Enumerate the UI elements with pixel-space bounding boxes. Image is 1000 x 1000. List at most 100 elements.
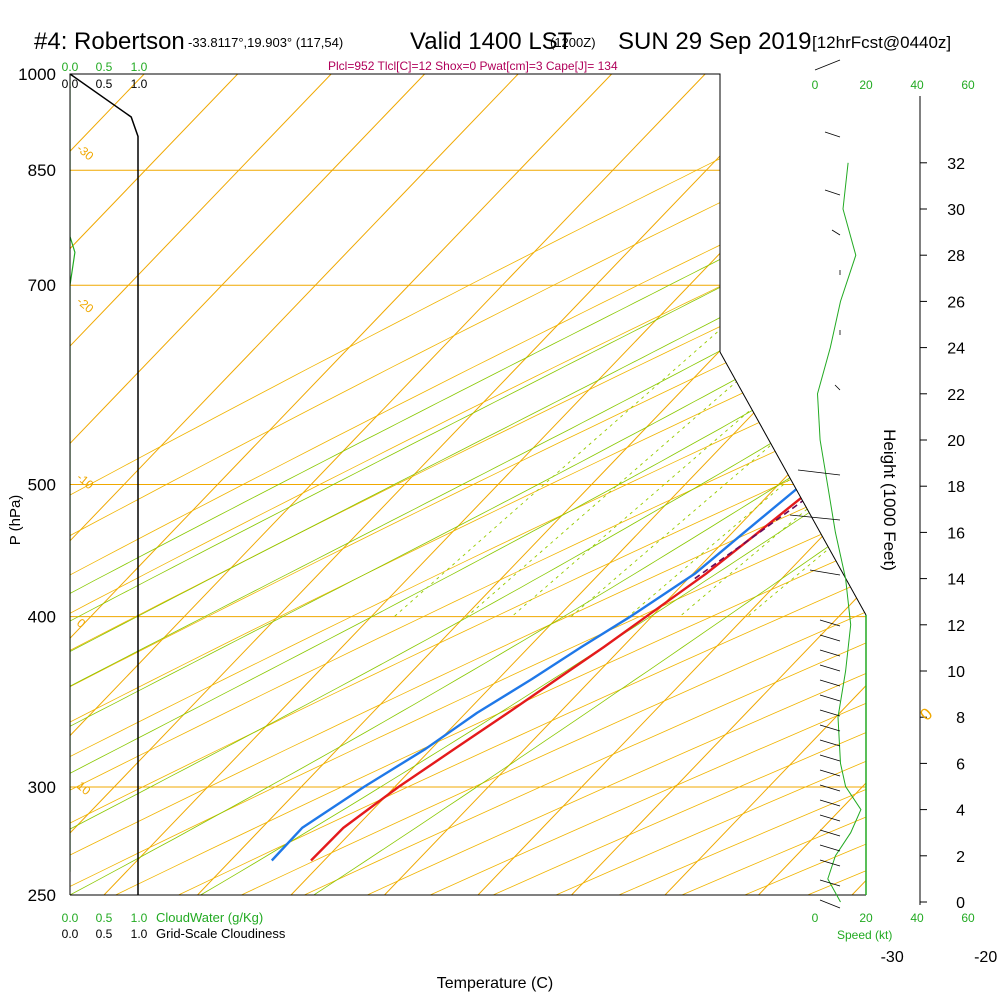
height-tick-label: 26	[947, 294, 965, 311]
cloudiness-tick-bottom: 0.5	[96, 927, 113, 941]
plot-frame-left-top	[69, 73, 721, 895]
height-tick-label: 14	[947, 572, 965, 589]
wind-barb	[819, 814, 841, 822]
isotherm-line	[70, 74, 519, 895]
thermo-grid	[70, 74, 866, 895]
dry-adiabat	[241, 74, 866, 895]
stability-parameters: Plcl=952 Tlcl[C]=12 Shox=0 Pwat[cm]=3 Ca…	[328, 59, 618, 73]
cloud-water-tick-top: 0.5	[96, 60, 113, 74]
cloudiness-tick-top: 1.0	[131, 77, 148, 91]
wind-speed-profile	[816, 162, 862, 903]
moist-adiabat	[313, 74, 866, 895]
moist-adiabat	[70, 74, 866, 895]
forecast-date: SUN 29 Sep 2019	[618, 28, 812, 55]
valid-time: Valid 1400 LST	[410, 28, 573, 55]
cloudiness-axis-name: Grid-Scale Cloudiness	[156, 926, 286, 941]
pressure-axis-label: P (hPa)	[7, 495, 24, 546]
dry-adiabat	[70, 74, 866, 895]
height-tick-label: 20	[947, 433, 965, 450]
wind-barb	[824, 131, 841, 138]
speed-tick-top: 20	[859, 78, 873, 92]
moist-adiabat	[70, 74, 866, 895]
isotherm-line	[70, 74, 239, 895]
isotherm-line	[70, 74, 706, 895]
wind-barb	[819, 679, 841, 687]
pressure-tick-label: 250	[28, 886, 56, 905]
cloud-water-tick-bottom: 1.0	[131, 911, 148, 925]
mixing-ratio-line	[627, 74, 866, 618]
cloud-water-tick-top: 0.0	[62, 60, 79, 74]
dry-adiabat	[178, 74, 866, 895]
height-tick-label: 6	[956, 756, 965, 773]
pressure-tick-label: 400	[28, 608, 56, 627]
isotherm-line	[70, 74, 332, 895]
height-tick-label: 22	[947, 387, 965, 404]
height-tick-label: 28	[947, 248, 965, 265]
cloudiness-tick-bottom: 1.0	[131, 927, 148, 941]
moist-adiabat	[70, 74, 866, 895]
cloudiness-tick-top: 0.0	[62, 77, 79, 91]
cloudiness-profile	[70, 74, 139, 895]
plot-frame	[69, 73, 867, 896]
wind-barb	[819, 664, 841, 672]
wind-speed-axis-label: Speed (kt)	[837, 928, 892, 942]
height-tick-label: 4	[956, 803, 965, 820]
forecast-run: [12hrFcst@0440z]	[812, 33, 952, 52]
pressure-tick-label: 850	[28, 161, 56, 180]
wind-barb	[797, 469, 841, 476]
isotherm-label: -20	[74, 294, 97, 316]
wind-barb	[819, 829, 841, 837]
temperature-axis-label: Temperature (C)	[437, 975, 553, 992]
height-tick-label: 8	[956, 710, 965, 727]
isotherm-line	[70, 74, 426, 895]
height-axis-label: Height (1000 Feet)	[880, 429, 899, 571]
height-tick-label: 30	[947, 202, 965, 219]
mixing-ratio-label: 1	[996, 906, 1000, 920]
height-tick-label: 2	[956, 849, 965, 866]
station-title: #4: Robertson	[34, 28, 185, 55]
isotherm-label: -30	[74, 141, 97, 163]
pressure-tick-label: 300	[28, 778, 56, 797]
cloud-profiles	[70, 74, 139, 895]
speed-tick-bottom: 20	[859, 911, 873, 925]
station-coordinates: -33.8117°,19.903° (117,54)	[188, 35, 344, 50]
dry-adiabat	[70, 74, 866, 895]
wind-barb	[819, 879, 841, 887]
cloud-water-axis-name: CloudWater (g/Kg)	[156, 910, 263, 925]
plot-frame-diagonal	[719, 351, 867, 616]
moist-adiabat	[70, 74, 866, 895]
wind-barb	[834, 384, 841, 391]
parcel-profile	[691, 74, 866, 582]
moist-adiabat	[70, 74, 866, 895]
wind-barb	[819, 899, 841, 909]
valid-time-utc: (1200Z)	[550, 35, 596, 50]
wind-barb	[819, 799, 841, 807]
cloud-water-tick-bottom: 0.0	[62, 911, 79, 925]
height-tick-label: 16	[947, 525, 965, 542]
height-tick-label: 12	[947, 618, 965, 635]
height-tick-label: 24	[947, 341, 965, 358]
speed-tick-bottom: 0	[812, 911, 819, 925]
height-tick-label: 0	[956, 895, 965, 912]
wind-barb	[819, 634, 841, 642]
dry-adiabat	[807, 74, 866, 895]
cloud-water-tick-top: 1.0	[131, 60, 148, 74]
dry-adiabat	[70, 74, 866, 895]
wind-barb	[789, 514, 841, 521]
isotherm-line	[70, 74, 800, 895]
isotherm-label: 0	[916, 704, 936, 724]
wind-barb	[831, 229, 841, 236]
height-tick-label: 10	[947, 664, 965, 681]
wind-barb	[819, 724, 841, 732]
wind-barb	[819, 649, 841, 657]
speed-tick-bottom: 40	[910, 911, 924, 925]
isotherm-line	[290, 74, 866, 895]
isotherm-line	[477, 74, 866, 895]
wind-barb	[809, 569, 841, 576]
dry-adiabat	[70, 74, 866, 895]
wind-barb	[814, 59, 841, 71]
isotherm-line	[571, 74, 866, 895]
isotherm-line	[70, 74, 613, 895]
wind-barb	[819, 709, 841, 717]
dry-adiabat	[70, 74, 866, 895]
